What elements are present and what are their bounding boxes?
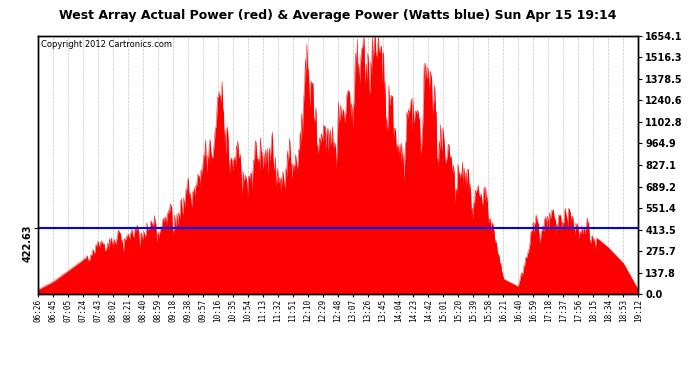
Text: Copyright 2012 Cartronics.com: Copyright 2012 Cartronics.com <box>41 39 172 48</box>
Text: West Array Actual Power (red) & Average Power (Watts blue) Sun Apr 15 19:14: West Array Actual Power (red) & Average … <box>59 9 617 22</box>
